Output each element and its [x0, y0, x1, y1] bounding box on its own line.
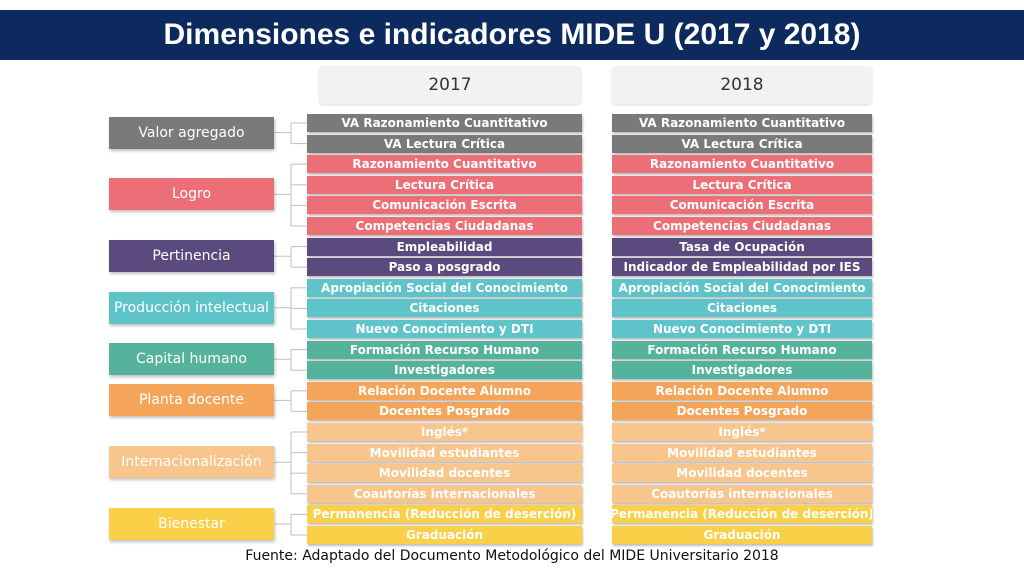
indicator-2017: Comunicación Escrita [307, 196, 582, 215]
dimension-box: Planta docente [109, 384, 274, 417]
indicator-2017: Citaciones [307, 299, 582, 318]
indicator-2018: Inglés* [612, 423, 872, 441]
year-header-2017: 2017 [319, 66, 581, 104]
dimension-box: Logro [109, 178, 274, 211]
indicator-2018: Lectura Crítica [612, 175, 872, 194]
indicator-2018: Formación Recurso Humano [612, 340, 872, 359]
indicator-2018: Investigadores [612, 361, 872, 380]
indicator-2017: Formación Recurso Humano [307, 340, 582, 359]
indicator-2018: VA Lectura Crítica [612, 134, 872, 153]
indicator-2018: Tasa de Ocupación [612, 237, 872, 256]
indicator-2017: Investigadores [307, 361, 582, 380]
indicator-2017: Relación Docente Alumno [307, 381, 582, 400]
indicator-2017: Graduación [307, 526, 582, 544]
dimension-box: Bienestar [109, 508, 274, 540]
indicator-2017: Docentes Posgrado [307, 402, 582, 421]
indicator-2018: Competencias Ciudadanas [612, 217, 872, 235]
indicator-2018: Comunicación Escrita [612, 196, 872, 215]
indicator-2018: Movilidad estudiantes [612, 443, 872, 462]
dimension-box: Pertinencia [109, 240, 274, 273]
indicator-2017: Movilidad estudiantes [307, 443, 582, 462]
indicator-2017: Competencias Ciudadanas [307, 217, 582, 235]
indicator-2018: Coautorías internacionales [612, 484, 872, 503]
indicator-2017: Movilidad docentes [307, 464, 582, 483]
indicator-2017: Paso a posgrado [307, 258, 582, 277]
dimension-box: Capital humano [109, 343, 274, 376]
source-note: Fuente: Adaptado del Documento Metodológ… [245, 548, 779, 564]
indicator-2018: Graduación [612, 526, 872, 544]
indicator-2017: Inglés* [307, 423, 582, 441]
dimension-box: Internacionalización [109, 446, 274, 479]
page-title: Dimensiones e indicadores MIDE U (2017 y… [0, 10, 1024, 60]
indicator-2017: Coautorías internacionales [307, 484, 582, 503]
indicator-2017: Razonamiento Cuantitativo [307, 155, 582, 174]
indicator-2018: Nuevo Conocimiento y DTI [612, 320, 872, 338]
indicator-2018: Citaciones [612, 299, 872, 318]
indicator-2018: Permanencia (Reducción de deserción) [612, 505, 872, 524]
indicator-2018: Relación Docente Alumno [612, 381, 872, 400]
dimension-box: Producción intelectual [109, 291, 274, 324]
indicator-2018: Docentes Posgrado [612, 402, 872, 421]
indicator-2017: Permanencia (Reducción de deserción) [307, 505, 582, 524]
indicator-2018: VA Razonamiento Cuantitativo [612, 114, 872, 132]
indicator-2017: VA Lectura Crítica [307, 134, 582, 153]
year-header-2018: 2018 [612, 66, 872, 104]
indicator-2018: Movilidad docentes [612, 464, 872, 483]
indicator-2017: Empleabilidad [307, 237, 582, 256]
indicator-2018: Razonamiento Cuantitativo [612, 155, 872, 174]
indicator-2017: Lectura Crítica [307, 175, 582, 194]
dimension-box: Valor agregado [109, 116, 274, 149]
indicator-2017: Nuevo Conocimiento y DTI [307, 320, 582, 338]
indicator-2017: VA Razonamiento Cuantitativo [307, 114, 582, 132]
indicator-2018: Apropiación Social del Conocimiento [612, 278, 872, 297]
indicator-2017: Apropiación Social del Conocimiento [307, 278, 582, 297]
indicator-2018: Indicador de Empleabilidad por IES [612, 258, 872, 277]
